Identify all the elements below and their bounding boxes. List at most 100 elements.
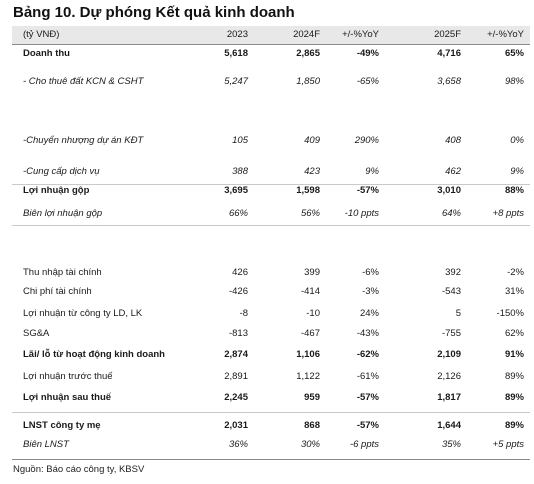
header-2023: 2023 [226,29,248,40]
table-title: Bảng 10. Dự phóng Kết quả kinh doanh [13,4,295,21]
yoy-2025: -2% [507,267,524,278]
yoy-2024: 290% [354,135,379,146]
row-label: Chi phí tài chính [23,286,92,297]
row-label: Lãi/ lỗ từ hoạt động kinh doanh [23,349,165,360]
value-2023: 105 [232,135,248,146]
table-row: Doanh thu 5,618 2,865 -49% 4,716 65% [12,46,530,62]
value-2023: 36% [228,439,248,450]
value-2025f: 3,010 [437,185,461,196]
row-label: SG&A [23,328,50,339]
table-row: Lợi nhuận sau thuế 2,245 959 -57% 1,817 89% [12,390,530,406]
row-label: LNST công ty mẹ [23,420,101,431]
table-header-row [12,26,530,44]
value-2023: -813 [228,328,248,339]
yoy-2025: +8 ppts [492,208,524,219]
yoy-2025: +5 ppts [492,439,524,450]
value-2025f: 2,126 [437,371,461,382]
value-2024f: -414 [300,286,320,297]
yoy-2024: -6% [362,267,379,278]
value-2025f: 408 [445,135,461,146]
value-2024f: 409 [304,135,320,146]
yoy-2025: 98% [504,76,524,87]
value-2025f: -543 [441,286,461,297]
table-row: -Chuyển nhượng dự án KĐT 105 409 290% 408 0% [12,133,530,149]
value-2025f: 3,658 [437,76,461,87]
value-2024f: 30% [300,439,320,450]
yoy-2024: -57% [356,392,379,403]
value-2025f: 462 [445,166,461,177]
table-row: Lợi nhuận trước thuế 2,891 1,122 -61% 2,126 8… [12,369,530,385]
value-2024f: -467 [300,328,320,339]
value-2023: 2,031 [224,420,248,431]
yoy-2024: -43% [356,328,379,339]
value-2023: 388 [232,166,248,177]
value-2024f: 959 [304,392,320,403]
row-label: Thu nhập tài chính [23,267,102,278]
table-row: SG&A -813 -467 -43% -755 62% [12,326,530,342]
header-2025f: 2025F [434,29,461,40]
row-label: Lợi nhuận trước thuế [23,371,113,382]
row-label: -Chuyển nhượng dự án KĐT [23,135,144,146]
row-label: Lợi nhuận gộp [23,185,90,196]
yoy-2025: 89% [504,371,524,382]
row-label: - Cho thuê đất KCN & CSHT [23,76,144,87]
yoy-2024: -6 ppts [349,439,379,450]
row-divider [12,225,530,226]
value-2025f: 4,716 [437,48,461,59]
value-2023: 3,695 [224,185,248,196]
yoy-2024: -10 ppts [344,208,379,219]
yoy-2025: 9% [510,166,524,177]
value-2025f: 35% [441,439,461,450]
header-unit: (tỷ VNĐ) [23,29,60,40]
header-yoy-2025: +/-%YoY [487,29,524,40]
value-2024f: 1,598 [296,185,320,196]
table-row: Biên lợi nhuận gộp 66% 56% -10 ppts 64% +8 pp… [12,206,530,222]
yoy-2025: 62% [504,328,524,339]
yoy-2025: 91% [504,349,524,360]
forecast-table: (tỷ VNĐ) 2023 2024F +/-%YoY 2025F +/-%Yo… [12,26,530,460]
value-2025f: 5 [455,308,461,319]
table-row: LNST công ty mẹ 2,031 868 -57% 1,644 89% [12,418,530,434]
table-row: Thu nhập tài chính 426 399 -6% 392 -2% [12,265,530,281]
value-2025f: 64% [441,208,461,219]
value-2023: 5,247 [224,76,248,87]
value-2023: 2,874 [224,349,248,360]
value-2023: 426 [232,267,248,278]
value-2023: 5,618 [224,48,248,59]
yoy-2024: -62% [356,349,379,360]
value-2023: 2,245 [224,392,248,403]
row-label: -Cung cấp dịch vụ [23,166,100,177]
value-2024f: 399 [304,267,320,278]
value-2023: -8 [239,308,248,319]
yoy-2024: -49% [356,48,379,59]
value-2025f: 2,109 [437,349,461,360]
value-2024f: 56% [300,208,320,219]
yoy-2025: 89% [504,392,524,403]
header-yoy-2024: +/-%YoY [342,29,379,40]
table-row: Lãi/ lỗ từ hoạt động kinh doanh 2,874 1,10… [12,347,530,363]
value-2024f: 1,850 [296,76,320,87]
value-2025f: 392 [445,267,461,278]
row-label: Lợi nhuận từ công ty LD, LK [23,308,143,319]
yoy-2025: 65% [504,48,524,59]
row-divider [12,184,530,185]
yoy-2024: 9% [365,166,379,177]
yoy-2024: -65% [356,76,379,87]
yoy-2024: -61% [356,371,379,382]
value-2024f: 2,865 [296,48,320,59]
table-row: - Cho thuê đất KCN & CSHT 5,247 1,850 -65% 3… [12,74,530,90]
table-bottom-border [12,459,530,460]
table-header: (tỷ VNĐ) 2023 2024F +/-%YoY 2025F +/-%Yo… [12,27,530,43]
yoy-2025: -150% [496,308,524,319]
yoy-2025: 89% [504,420,524,431]
value-2025f: -755 [441,328,461,339]
header-divider [12,44,530,45]
table-row: Lợi nhuận từ công ty LD, LK -8 -10 24% 5 -150… [12,306,530,322]
yoy-2025: 88% [504,185,524,196]
table-row: Biên LNST 36% 30% -6 ppts 35% +5 ppts [12,437,530,453]
yoy-2024: 24% [359,308,379,319]
value-2023: 2,891 [224,371,248,382]
table-row: Lợi nhuận gộp 3,695 1,598 -57% 3,010 88% [12,183,530,199]
value-2024f: 423 [304,166,320,177]
value-2025f: 1,644 [437,420,461,431]
